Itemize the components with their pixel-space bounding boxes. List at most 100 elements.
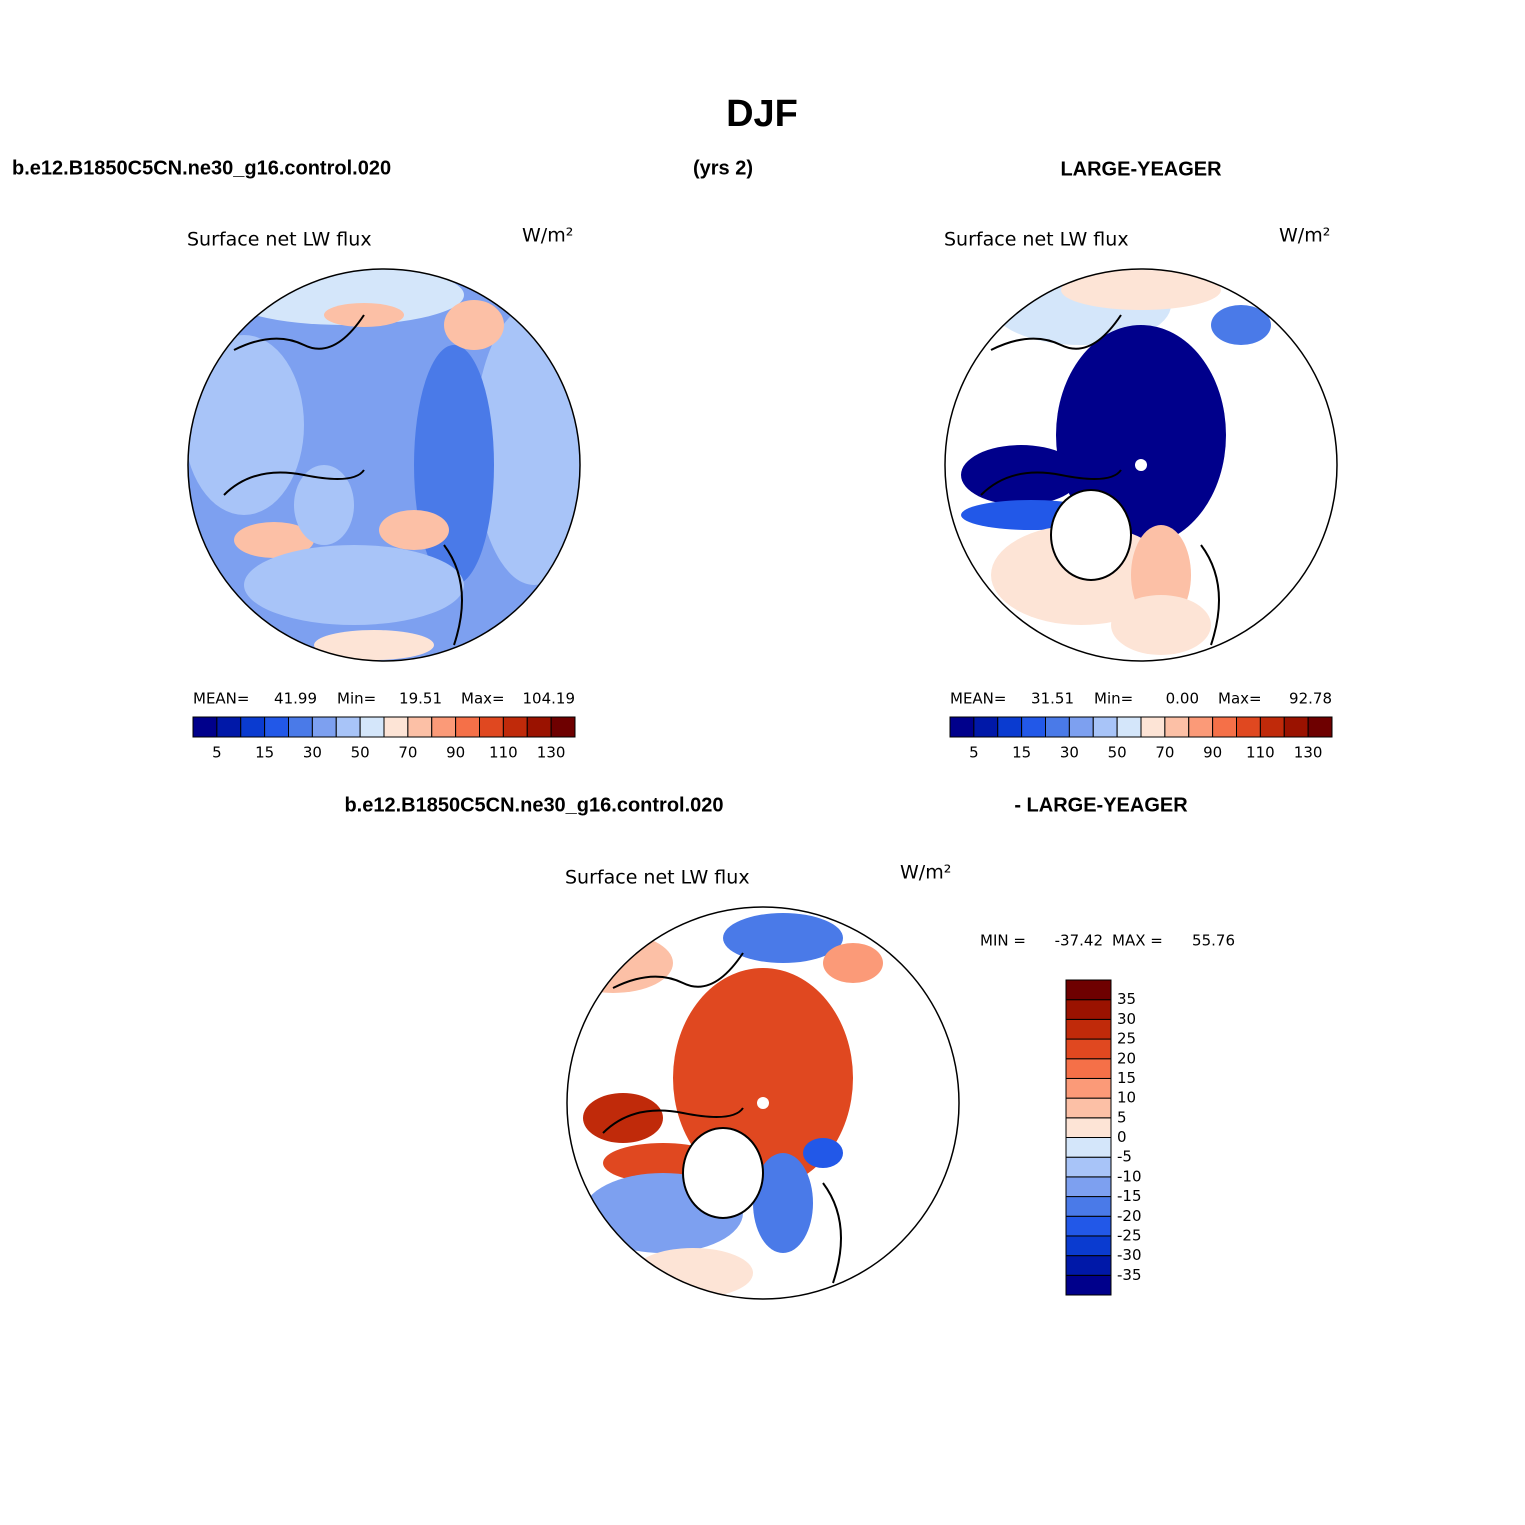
pole-dot <box>1135 459 1147 471</box>
coastline <box>223 314 463 646</box>
colorbar-box <box>526 716 552 738</box>
colorbar-label: 110 <box>1246 744 1275 762</box>
colorbar-label: -10 <box>1117 1167 1142 1185</box>
map-shading <box>294 465 354 545</box>
colorbar-box <box>1065 1137 1112 1158</box>
colorbar-label: 70 <box>398 744 417 762</box>
panel-title: Surface net LW flux <box>187 229 372 251</box>
colorbar-box <box>1065 1215 1112 1237</box>
colorbar-label: -30 <box>1117 1246 1142 1264</box>
colorbar-box <box>1283 716 1309 738</box>
colorbar-box <box>1065 1176 1112 1198</box>
map-shading <box>753 1153 813 1253</box>
units: W/m² <box>1279 225 1330 247</box>
colorbar-label: 5 <box>212 744 222 762</box>
colorbar-label: 15 <box>1117 1069 1136 1087</box>
stat-value: 0.00 <box>1166 690 1199 708</box>
colorbar-label: 90 <box>446 744 465 762</box>
map-shading <box>414 345 494 585</box>
colorbar-box <box>1065 1117 1112 1138</box>
stat-value: 92.78 <box>1289 690 1332 708</box>
colorbar-label: -35 <box>1117 1266 1142 1284</box>
colorbar-box <box>1065 1097 1112 1119</box>
colorbar-box <box>192 716 218 738</box>
colorbar-box <box>335 716 361 738</box>
colorbar-label: 30 <box>303 744 322 762</box>
diff-header-right: - LARGE-YEAGER <box>1014 794 1188 816</box>
colorbar-box <box>1065 1018 1112 1040</box>
map-shading <box>234 522 314 558</box>
colorbar-box <box>359 716 385 738</box>
panel-title: Surface net LW flux <box>944 229 1129 251</box>
map-shading <box>1061 270 1221 310</box>
map-shading <box>823 943 883 983</box>
colorbar-box <box>240 716 266 738</box>
land <box>1050 489 1132 581</box>
colorbar-label: 110 <box>489 744 518 762</box>
colorbar-label: -15 <box>1117 1187 1142 1205</box>
stat-label: Min= <box>337 690 376 708</box>
colorbar-box <box>288 716 313 738</box>
coastline <box>602 952 842 1284</box>
colorbar-label: -20 <box>1117 1207 1142 1225</box>
colorbar-label: 30 <box>1117 1010 1136 1028</box>
map-shading <box>803 1138 843 1168</box>
colorbar-box <box>1188 716 1214 738</box>
colorbar-box <box>1164 716 1190 738</box>
land <box>682 1127 764 1219</box>
coastline <box>980 314 1220 646</box>
colorbar-label: 70 <box>1155 744 1174 762</box>
map <box>188 269 580 661</box>
colorbar-label: 35 <box>1117 990 1136 1008</box>
colorbar-box <box>1065 979 1112 1001</box>
map-boundary <box>187 268 581 662</box>
map <box>567 907 959 1299</box>
map-shading <box>188 335 304 515</box>
map-shading <box>379 510 449 550</box>
map-shading <box>314 630 434 660</box>
map-boundary <box>566 906 960 1300</box>
colorbar-box <box>479 716 504 738</box>
colorbar-box <box>1065 1058 1112 1079</box>
colorbar-box <box>1236 716 1261 738</box>
colorbar-box <box>1140 716 1166 738</box>
map-boundary <box>944 268 1338 662</box>
colorbar-label: 30 <box>1060 744 1079 762</box>
map-shading <box>444 300 504 350</box>
units: W/m² <box>522 225 573 247</box>
colorbar-label: 130 <box>1294 744 1323 762</box>
colorbar-box <box>431 716 457 738</box>
colorbar-box <box>1065 999 1112 1020</box>
colorbar-box <box>1116 716 1142 738</box>
colorbar-label: 5 <box>969 744 979 762</box>
colorbar-label: 50 <box>1108 744 1127 762</box>
colorbar-box <box>949 716 975 738</box>
colorbar-box <box>1065 1156 1112 1178</box>
colorbar-box <box>1065 1235 1112 1257</box>
colorbar-box <box>1307 716 1333 738</box>
panel-title: Surface net LW flux <box>565 867 750 889</box>
colorbar-label: 130 <box>537 744 566 762</box>
stat-label: MAX = <box>1112 932 1163 950</box>
map-shading <box>567 933 673 993</box>
stat-value: 19.51 <box>399 690 442 708</box>
stat-value: -37.42 <box>1055 932 1103 950</box>
stat-label: MIN = <box>980 932 1026 950</box>
map-shading <box>1211 305 1271 345</box>
colorbar-label: -5 <box>1117 1148 1132 1166</box>
colorbar-box <box>216 716 242 738</box>
colorbar-box <box>997 716 1023 738</box>
colorbar-box <box>1092 716 1118 738</box>
colorbar-label: 15 <box>255 744 274 762</box>
colorbar-box <box>311 716 337 738</box>
colorbar-box <box>502 716 528 738</box>
colorbar-box <box>1259 716 1285 738</box>
map-shading <box>723 913 843 963</box>
colorbar-box <box>1212 716 1237 738</box>
colorbar-box <box>264 716 289 738</box>
colorbar-box <box>455 716 480 738</box>
stat-value: 55.76 <box>1192 932 1235 950</box>
colorbar-box <box>1065 1038 1112 1060</box>
figure-title: DJF <box>726 93 798 135</box>
